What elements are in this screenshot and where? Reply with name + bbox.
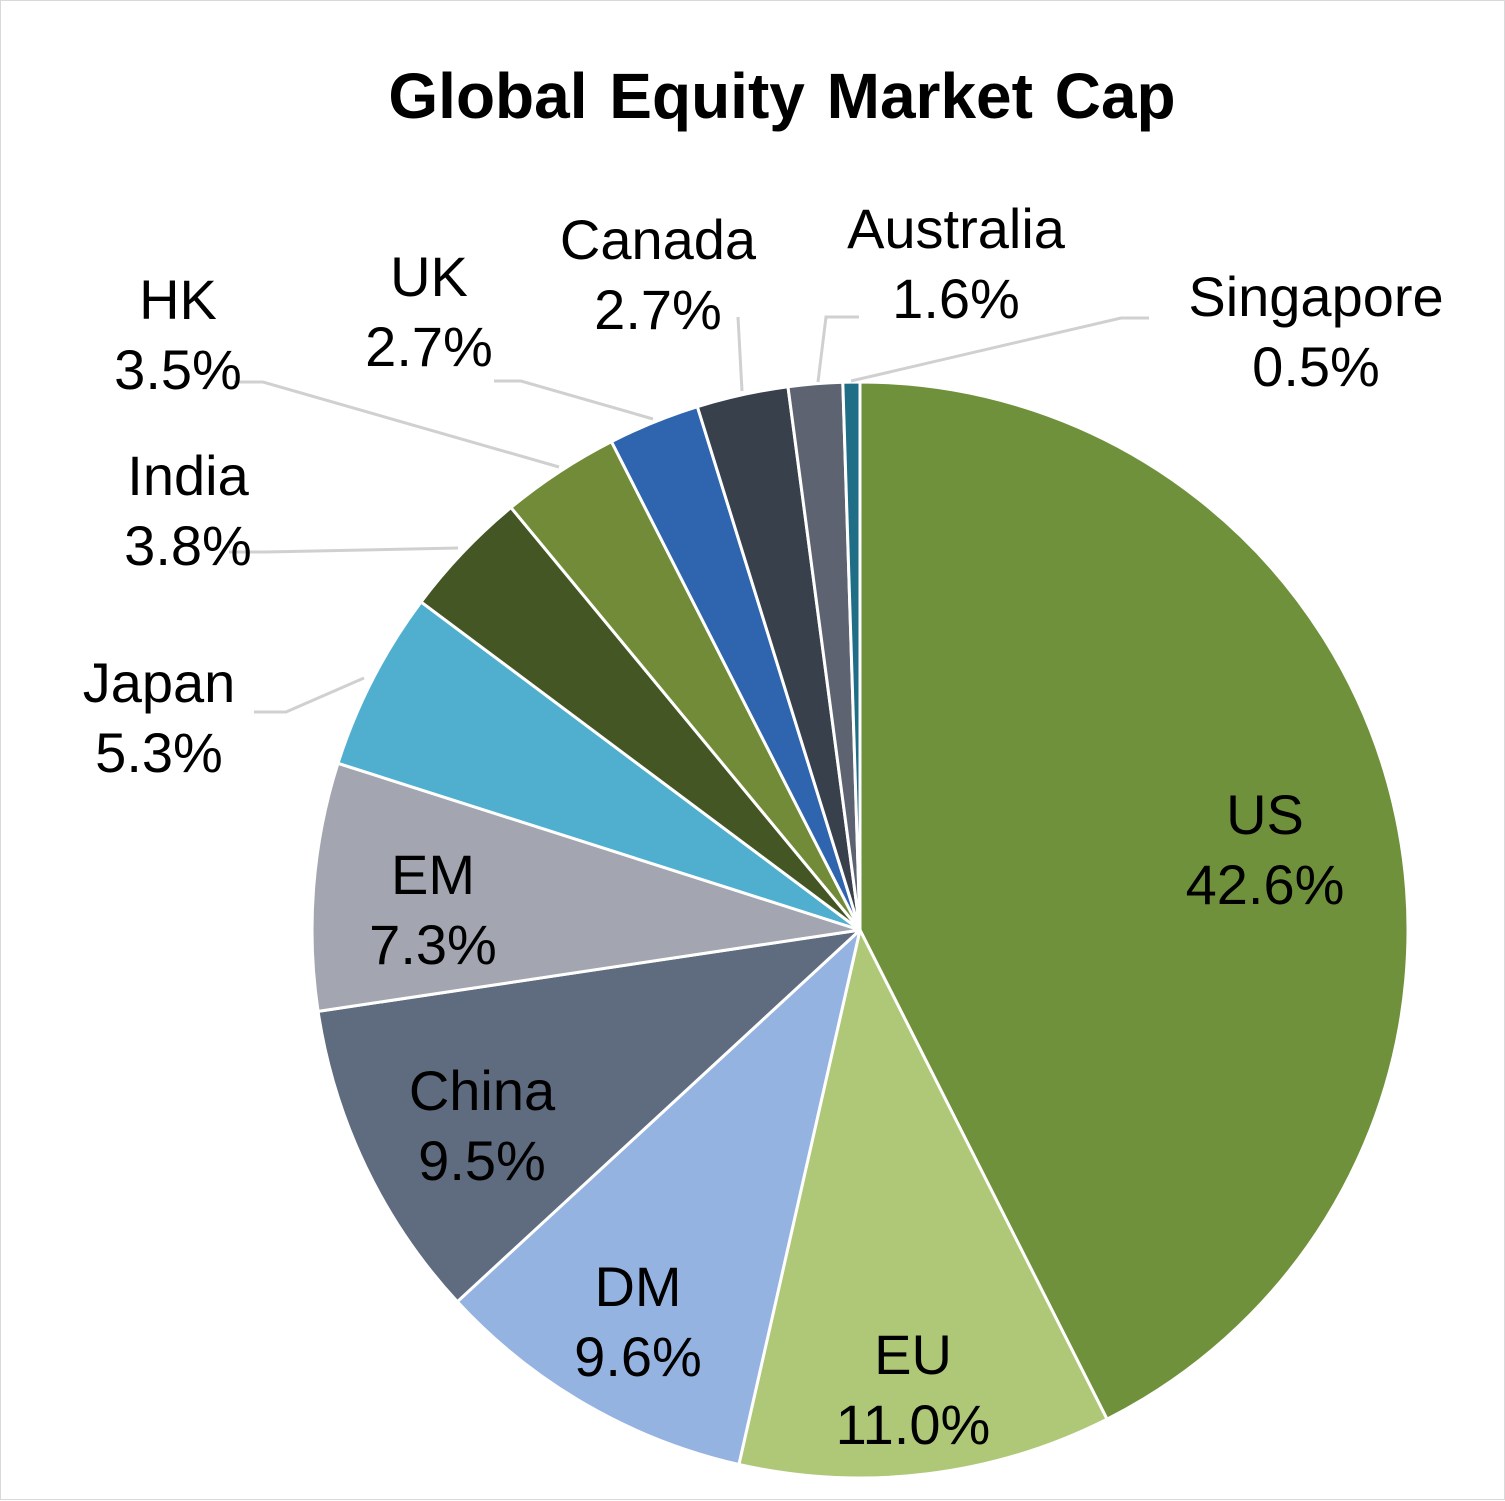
slice-value-label: 42.6% [1186, 853, 1345, 916]
data-label-india: India 3.8% [124, 444, 252, 577]
pie-slice-em [310, 761, 862, 1013]
data-label-hk: HK 3.5% [114, 268, 242, 401]
leader-line-uk [494, 379, 654, 421]
leader-line-canada [736, 316, 744, 392]
data-label-dm: DM 9.6% [574, 1255, 702, 1388]
slice-value-label: 7.3% [369, 913, 497, 976]
leader-line-japan [254, 676, 365, 714]
slice-name-label: Canada [560, 208, 757, 271]
data-label-em: EM 7.3% [369, 843, 497, 976]
leader-line-hk [234, 380, 560, 469]
chart-title: Global Equity Market Cap [388, 60, 1176, 132]
data-label-australia: Australia 1.6% [847, 197, 1066, 330]
slice-name-label: China [409, 1059, 556, 1122]
slice-value-label: 3.8% [124, 514, 252, 577]
slice-value-label: 3.5% [114, 338, 242, 401]
data-label-china: China 9.5% [409, 1059, 556, 1192]
slice-value-label: 5.3% [95, 721, 223, 784]
slice-name-label: EU [874, 1323, 952, 1386]
pie-slice-dm [455, 928, 862, 1466]
slice-value-label: 9.6% [574, 1325, 702, 1388]
leader-line-india [229, 546, 459, 554]
slice-value-label: 11.0% [836, 1393, 991, 1456]
pie-slice-japan [336, 600, 862, 932]
leader-line-singapore [850, 316, 1149, 383]
pie-slice-us [858, 380, 1410, 1421]
slice-name-label: Australia [847, 197, 1066, 260]
slice-name-label: India [127, 444, 249, 507]
data-label-canada: Canada 2.7% [560, 208, 757, 341]
slice-value-label: 1.6% [892, 267, 1020, 330]
data-label-singapore: Singapore 0.5% [1188, 265, 1443, 398]
slice-name-label: DM [594, 1255, 681, 1318]
data-label-eu: EU 11.0% [836, 1323, 991, 1456]
slice-name-label: UK [390, 245, 468, 308]
slice-name-label: Japan [83, 651, 236, 714]
slice-value-label: 2.7% [594, 278, 722, 341]
slice-name-label: Singapore [1188, 265, 1443, 328]
data-label-uk: UK 2.7% [365, 245, 493, 378]
data-label-japan: Japan 5.3% [83, 651, 236, 784]
slice-name-label: US [1226, 783, 1304, 846]
slice-name-label: EM [391, 843, 475, 906]
slice-value-label: 0.5% [1252, 335, 1380, 398]
pie-slice-eu [737, 928, 1109, 1480]
slice-value-label: 2.7% [365, 315, 493, 378]
slice-name-label: HK [139, 268, 217, 331]
slice-value-label: 9.5% [418, 1129, 546, 1192]
pie-slice-china [316, 928, 862, 1304]
data-label-us: US 42.6% [1186, 783, 1345, 916]
leader-line-australia [816, 315, 859, 383]
